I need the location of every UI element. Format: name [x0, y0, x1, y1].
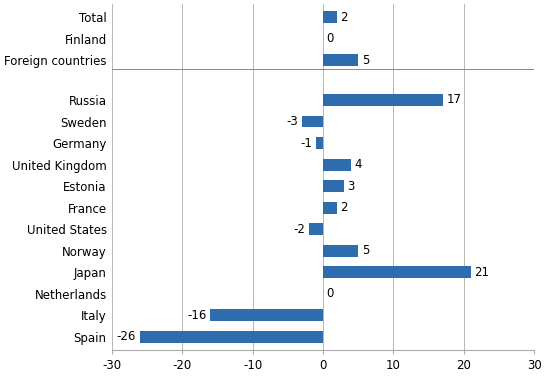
Bar	[140, 331, 323, 343]
Text: -2: -2	[294, 223, 305, 236]
Bar	[323, 245, 358, 257]
Bar	[323, 159, 351, 171]
Text: 0: 0	[327, 287, 334, 300]
Bar	[323, 54, 358, 66]
Bar	[323, 11, 337, 23]
Text: -26: -26	[117, 331, 136, 343]
Text: 5: 5	[362, 244, 369, 257]
Bar	[323, 94, 443, 106]
Text: 4: 4	[355, 158, 362, 171]
Text: -3: -3	[287, 115, 298, 128]
Bar	[309, 223, 323, 235]
Text: 0: 0	[327, 32, 334, 45]
Bar	[210, 309, 323, 321]
Text: -16: -16	[187, 309, 207, 322]
Bar	[302, 115, 323, 127]
Bar	[323, 180, 344, 192]
Text: 5: 5	[362, 54, 369, 67]
Text: 2: 2	[341, 11, 348, 24]
Bar	[323, 266, 471, 278]
Text: -1: -1	[300, 136, 312, 150]
Text: 17: 17	[446, 94, 461, 106]
Text: 2: 2	[341, 201, 348, 214]
Bar	[323, 202, 337, 214]
Bar	[316, 137, 323, 149]
Text: 21: 21	[474, 266, 490, 279]
Text: 3: 3	[348, 180, 355, 193]
